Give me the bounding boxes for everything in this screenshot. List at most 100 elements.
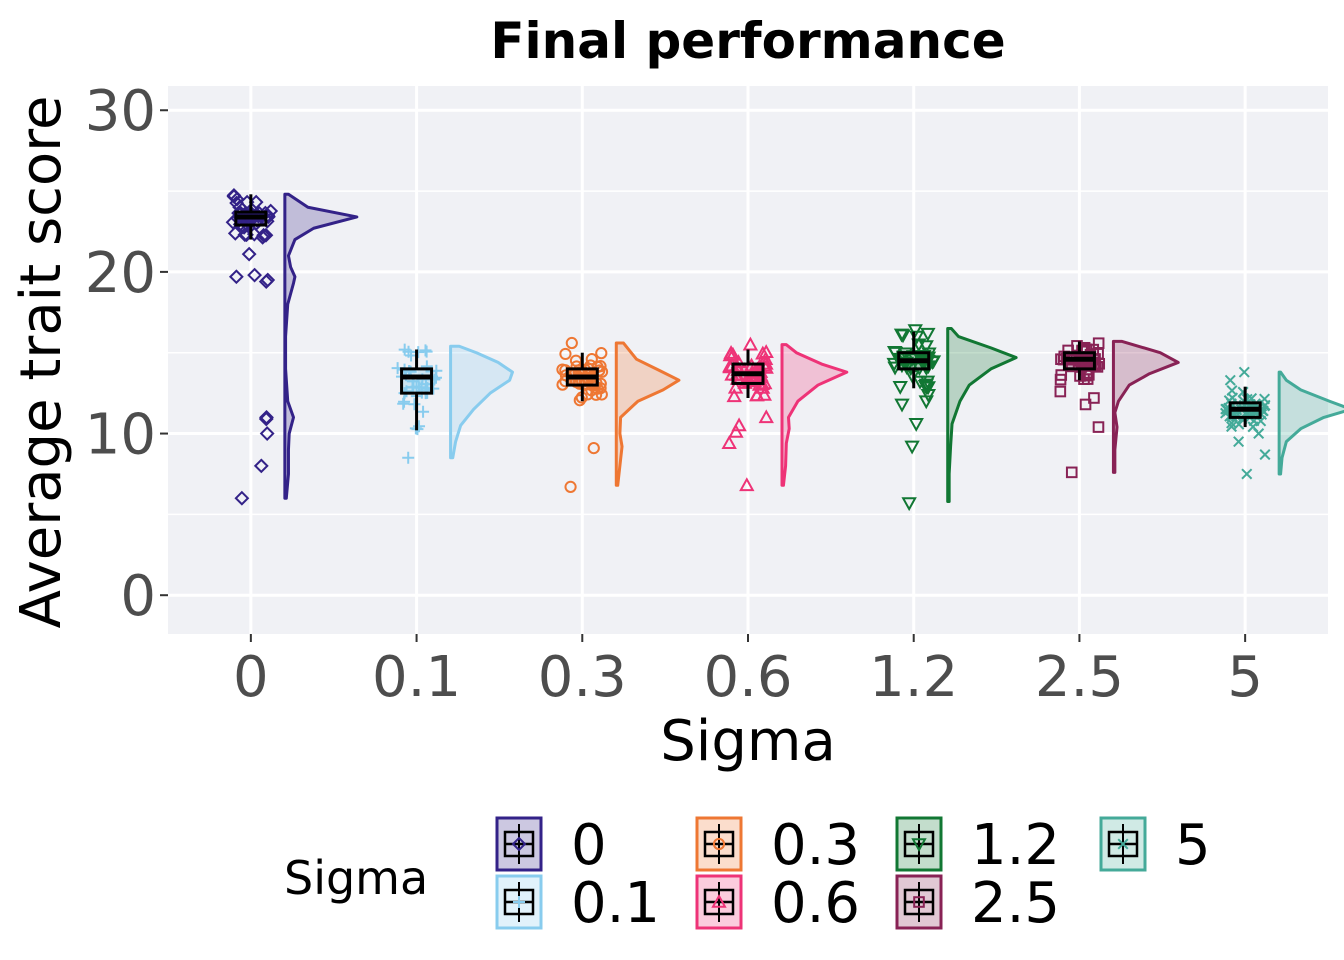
data-point — [1241, 468, 1253, 480]
x-axis-title: Sigma — [660, 709, 836, 774]
y-tick-label: 0 — [120, 564, 156, 629]
data-point — [904, 440, 920, 455]
data-point — [587, 442, 600, 455]
data-point — [749, 387, 765, 402]
legend-label-0.1: 0.1 — [571, 871, 660, 936]
data-point — [241, 246, 257, 262]
legend-key-marker — [711, 893, 727, 908]
data-point — [723, 345, 739, 359]
y-axis-title: Average trait score — [9, 96, 74, 629]
data-point — [894, 398, 910, 413]
data-point — [758, 344, 774, 359]
legend-key-marker — [712, 837, 726, 851]
y-axis: 0 10 20 30 — [85, 79, 168, 629]
data-point — [1238, 366, 1250, 378]
data-point — [1055, 369, 1068, 381]
data-point — [228, 269, 244, 285]
y-tick-label: 10 — [85, 403, 156, 468]
density-cloud-0.1 — [449, 344, 514, 460]
data-point — [1253, 428, 1265, 440]
legend-label-1.2: 1.2 — [971, 813, 1060, 878]
data-point — [258, 274, 274, 290]
data-point — [595, 347, 608, 360]
data-point — [892, 380, 908, 395]
data-point — [559, 347, 572, 361]
x-tick-label: 5 — [1227, 645, 1263, 710]
data-point — [739, 477, 755, 492]
x-tick-label: 0 — [233, 645, 269, 710]
data-point — [408, 398, 421, 411]
data-point — [594, 360, 607, 373]
data-point — [256, 227, 272, 243]
data-point — [726, 388, 742, 403]
data-point — [919, 381, 935, 396]
chart-title: Final performance — [490, 12, 1005, 70]
data-point — [893, 328, 910, 343]
data-point — [1227, 392, 1239, 404]
x-tick-label: 2.5 — [1035, 645, 1124, 710]
data-point — [1079, 398, 1092, 411]
data-point — [1054, 385, 1067, 398]
data-point — [1092, 421, 1105, 433]
data-point — [564, 480, 577, 493]
density-clouds — [283, 192, 1344, 503]
legend-key-marker — [1117, 838, 1129, 850]
data-point — [573, 394, 586, 407]
legend-key-marker — [511, 836, 527, 852]
legend-key-marker — [911, 838, 927, 853]
data-point — [911, 338, 927, 353]
data-point — [1065, 466, 1078, 479]
data-point — [412, 346, 425, 359]
legend-title: Sigma — [284, 851, 428, 905]
data-point — [595, 388, 608, 401]
data-point — [258, 411, 274, 427]
data-point — [1081, 373, 1094, 385]
legend-label-0.3: 0.3 — [771, 813, 860, 878]
data-point — [1071, 340, 1083, 352]
data-point — [756, 386, 773, 401]
data-point — [402, 451, 415, 464]
data-point — [730, 354, 747, 368]
data-point — [585, 353, 598, 366]
data-point — [1088, 392, 1100, 404]
data-point — [226, 189, 242, 204]
data-point — [1259, 449, 1271, 461]
data-point — [229, 195, 245, 211]
legend-keys: 00.1 0.30.6 1.22.5 5 — [495, 813, 1211, 936]
y-tick-label: 30 — [85, 79, 156, 144]
box-0.1 — [400, 367, 434, 395]
density-cloud-0.6 — [780, 343, 849, 487]
density-cloud-2.5 — [1111, 339, 1180, 474]
legend-label-2.5: 2.5 — [971, 871, 1060, 936]
x-axis: 0 0.1 0.3 0.6 1.2 2.5 5 — [233, 634, 1263, 710]
density-cloud-0 — [283, 192, 359, 500]
data-point — [594, 382, 607, 395]
data-point — [908, 418, 924, 432]
data-point — [1233, 418, 1245, 430]
data-point — [247, 267, 262, 283]
data-point — [758, 409, 774, 424]
data-point — [419, 344, 432, 357]
x-tick-label: 0.6 — [703, 645, 792, 710]
data-point — [755, 345, 771, 360]
y-tick-label: 20 — [85, 241, 156, 306]
x-tick-label: 0.1 — [372, 645, 461, 710]
data-point — [1233, 436, 1245, 448]
data-point — [901, 497, 917, 512]
data-point — [413, 420, 426, 433]
data-point — [721, 435, 737, 450]
data-point — [728, 423, 744, 438]
data-point — [920, 388, 937, 403]
data-point — [397, 397, 410, 410]
data-point — [907, 324, 923, 339]
legend-label-5: 5 — [1175, 813, 1211, 878]
data-point — [920, 327, 936, 342]
density-cloud-5 — [1277, 370, 1344, 476]
data-point — [1224, 374, 1236, 386]
density-cloud-1.2 — [946, 326, 1018, 503]
legend-label-0: 0 — [571, 813, 607, 878]
data-point — [918, 395, 934, 410]
data-point — [227, 225, 243, 241]
data-point — [263, 203, 279, 219]
